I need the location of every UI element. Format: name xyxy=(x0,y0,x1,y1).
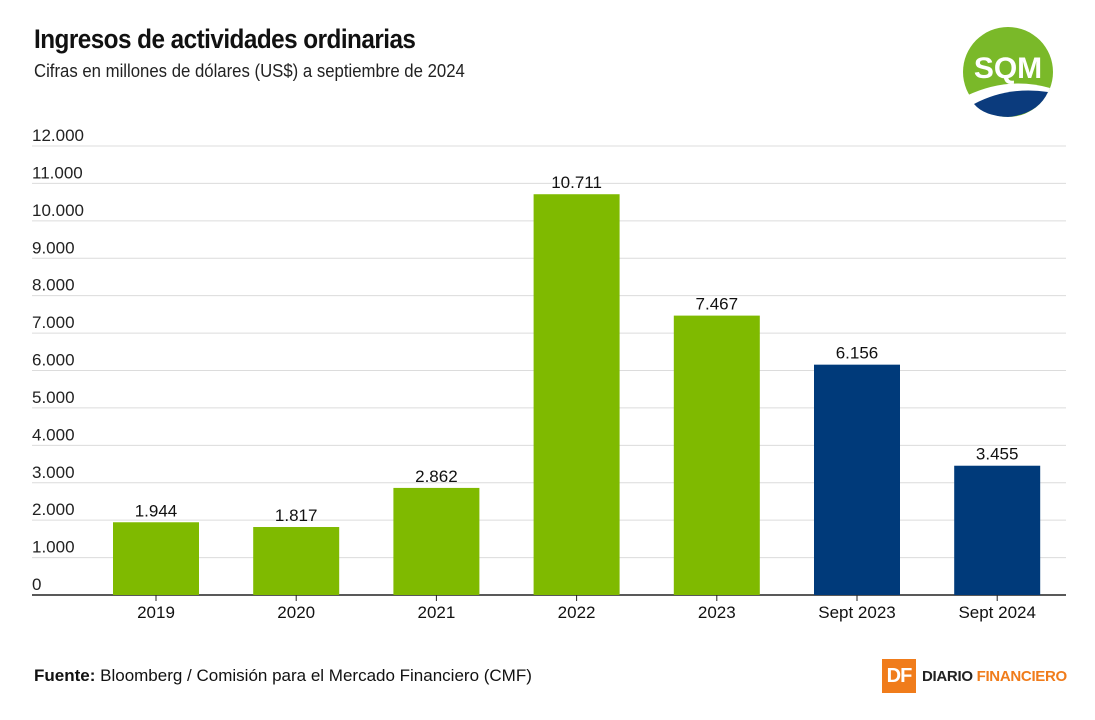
data-label: 6.156 xyxy=(836,344,879,363)
source-note: Fuente: Bloomberg / Comisión para el Mer… xyxy=(34,666,532,686)
data-label: 1.817 xyxy=(275,506,318,525)
df-brand-text: DIARIO FINANCIERO xyxy=(922,668,1067,685)
x-tick-label: 2021 xyxy=(417,603,455,622)
y-tick-label: 3.000 xyxy=(32,463,75,482)
data-label: 1.944 xyxy=(135,501,178,520)
source-text: Bloomberg / Comisión para el Mercado Fin… xyxy=(100,666,532,685)
diario-financiero-logo: DF DIARIO FINANCIERO xyxy=(882,659,1067,693)
df-badge: DF xyxy=(882,659,916,693)
data-label: 3.455 xyxy=(976,445,1019,464)
y-tick-label: 6.000 xyxy=(32,351,75,370)
y-tick-label: 11.000 xyxy=(32,163,83,182)
sqm-logo: SQM xyxy=(962,26,1054,123)
y-tick-label: 0 xyxy=(32,575,41,594)
x-tick-label: 2020 xyxy=(277,603,315,622)
chart-subtitle: Cifras en millones de dólares (US$) a se… xyxy=(34,61,465,81)
bar xyxy=(673,315,760,595)
sqm-logo-text: SQM xyxy=(974,52,1042,85)
bar xyxy=(393,487,480,595)
data-label: 10.711 xyxy=(551,173,602,192)
y-tick-label: 8.000 xyxy=(32,276,75,295)
y-tick-label: 12.000 xyxy=(32,126,84,145)
y-tick-label: 5.000 xyxy=(32,388,75,407)
bar-chart: 0 1.000 2.000 3.000 4.000 5.000 6.000 7.000 8.00… xyxy=(32,126,1066,622)
bar xyxy=(814,364,900,595)
x-tick-label: Sept 2023 xyxy=(818,603,896,622)
df-brand-word2: FINANCIERO xyxy=(976,667,1068,685)
bar xyxy=(253,527,340,595)
y-tick-label: 10.000 xyxy=(32,201,84,220)
source-label: Fuente: xyxy=(34,666,96,685)
y-tick-label: 2.000 xyxy=(32,500,75,519)
bar xyxy=(954,465,1041,595)
y-tick-label: 1.000 xyxy=(32,538,75,557)
x-tick-label: Sept 2024 xyxy=(958,603,1036,622)
y-tick-label: 9.000 xyxy=(32,238,75,257)
x-tick-label: 2022 xyxy=(558,603,596,622)
chart-title: Ingresos de actividades ordinarias xyxy=(34,24,416,54)
data-label: 7.467 xyxy=(696,295,739,314)
x-tick-label: 2019 xyxy=(137,603,175,622)
y-tick-label: 7.000 xyxy=(32,313,75,332)
bar xyxy=(533,194,620,595)
data-label: 2.862 xyxy=(415,467,458,486)
y-tick-label: 4.000 xyxy=(32,425,75,444)
bar xyxy=(113,522,199,595)
df-brand-word1: DIARIO xyxy=(922,667,973,685)
x-tick-label: 2023 xyxy=(698,603,736,622)
